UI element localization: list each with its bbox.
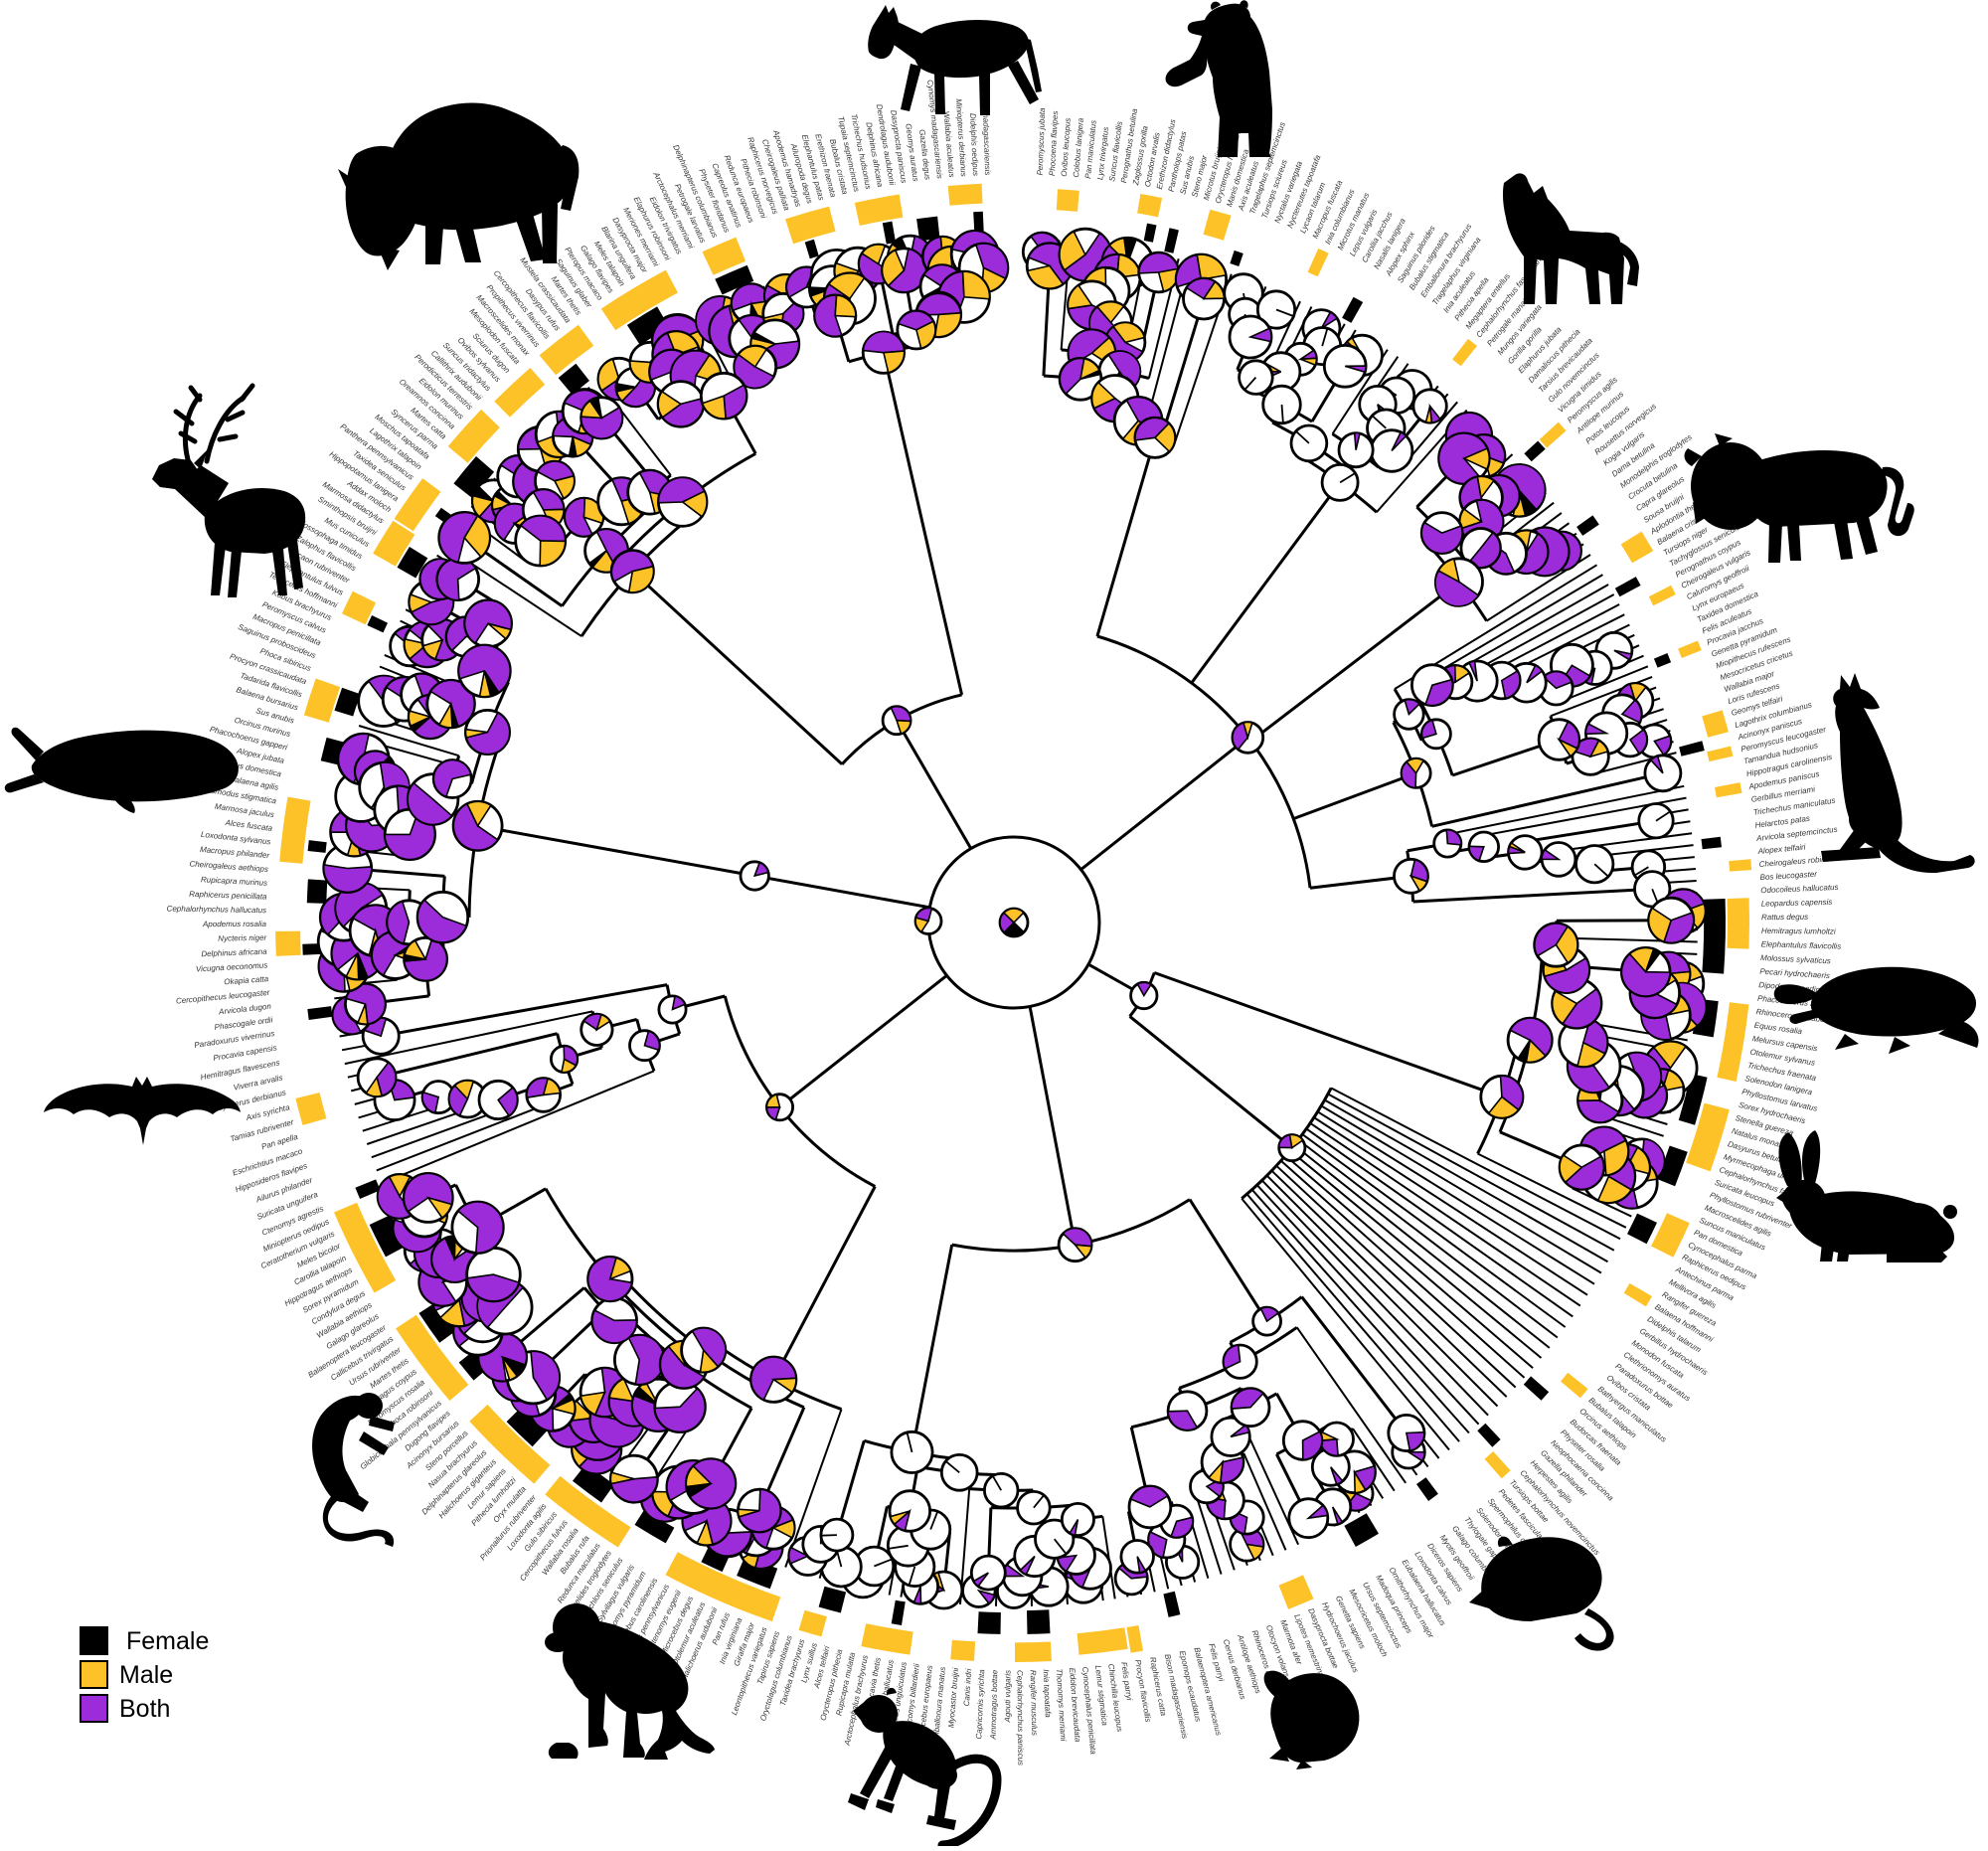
svg-text:Rattus degus: Rattus degus bbox=[1761, 913, 1808, 922]
svg-text:Cephalorhynchus paniscus: Cephalorhynchus paniscus bbox=[1015, 1670, 1025, 1766]
svg-text:Rangifer musculus: Rangifer musculus bbox=[1029, 1670, 1040, 1736]
svg-text:Male: Male bbox=[119, 1661, 173, 1689]
svg-text:Leopardus capensis: Leopardus capensis bbox=[1761, 898, 1833, 909]
svg-text:Cephalorhynchus hallucatus: Cephalorhynchus hallucatus bbox=[167, 905, 267, 916]
svg-text:Ammotragus bottae: Ammotragus bottae bbox=[989, 1669, 1000, 1741]
svg-text:Female: Female bbox=[126, 1627, 209, 1655]
svg-text:Both: Both bbox=[119, 1695, 170, 1723]
svg-text:Agouti vulgaris: Agouti vulgaris bbox=[1003, 1670, 1012, 1724]
svg-text:Nycteris niger: Nycteris niger bbox=[218, 933, 266, 943]
svg-text:Hemitragus lumholtzi: Hemitragus lumholtzi bbox=[1761, 926, 1836, 936]
svg-text:Apodemus rosalia: Apodemus rosalia bbox=[202, 920, 267, 928]
